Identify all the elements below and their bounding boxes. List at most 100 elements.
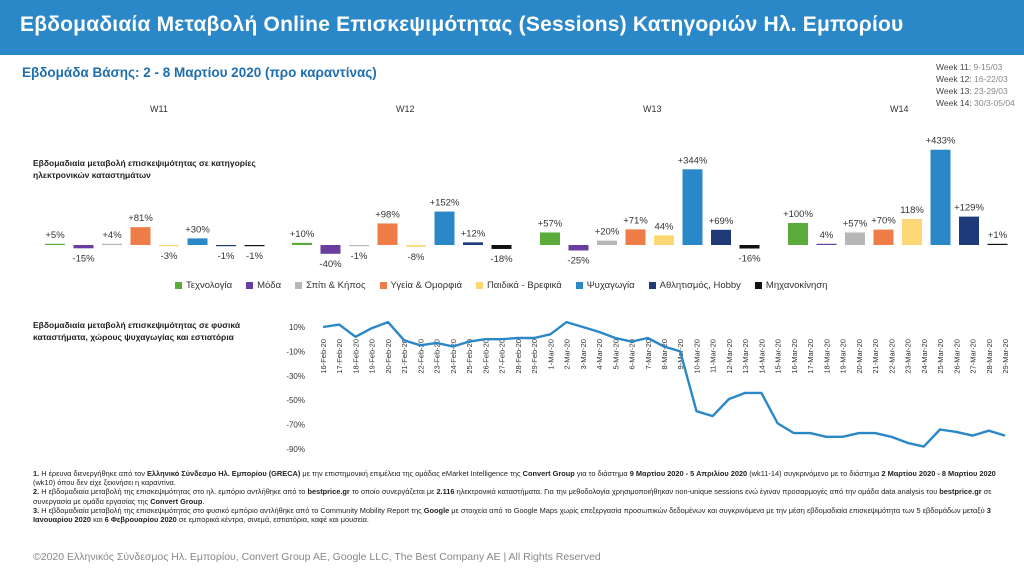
week-legend-week: Week 13: (936, 86, 972, 96)
legend-swatch (295, 282, 303, 289)
x-tick-label: 3-Mar-20 (579, 339, 588, 369)
bar-w11-4 (159, 245, 179, 247)
bar-data-label: +81% (128, 213, 153, 224)
bar-data-label: +4% (102, 230, 122, 241)
category-legend: Τεχνολογία Μόδα Σπίτι & Κήπος Υγεία & Ομορφ… (175, 280, 827, 291)
x-tick-label: 10-Mar-20 (692, 339, 701, 374)
bar-w14-1 (816, 243, 837, 245)
x-tick-label: 21-Feb-20 (400, 339, 409, 374)
legend-label: Μηχανοκίνηση (765, 280, 828, 291)
x-tick-label: 16-Feb-20 (319, 339, 328, 374)
footnote-text: 2 Μαρτίου 2020 - 8 Μαρτίου 2020 (881, 469, 996, 478)
bar-chart: +5% -15% +4% +81% -3% +30% -1% -1% +10% -40% -1% +9… (45, 136, 1008, 270)
footnote-text: 3 Ιανουαρίου 2020 (33, 505, 991, 525)
bar-data-label: +344% (678, 155, 708, 166)
bar-data-label: -1% (246, 251, 263, 262)
bar-data-label: -1% (218, 251, 235, 262)
x-tick-label: 4-Mar-20 (595, 339, 604, 369)
legend-item: Μόδα (246, 280, 281, 291)
footnote-text: και (91, 515, 105, 525)
y-tick-label: 10% (289, 323, 305, 332)
line-series (322, 320, 1006, 448)
bar-data-label: +10% (290, 229, 315, 240)
y-tick-label: -70% (286, 421, 305, 430)
x-tick-label: 24-Mar-20 (920, 339, 929, 374)
legend-swatch (648, 282, 656, 289)
legend-label: Τεχνολογία (186, 280, 233, 291)
y-tick-label: -10% (286, 347, 305, 356)
footnote-text: με την επιστημονική επιμέλεια της ομάδας… (300, 469, 523, 478)
legend-label: Αθλητισμός, Hobby (659, 280, 741, 291)
legend-label: Υγεία & Ομορφιά (390, 280, 462, 291)
footnote-text: Convert Group (522, 469, 575, 478)
bar-w11-7 (244, 245, 265, 247)
x-tick-label: 18-Mar-20 (822, 339, 831, 374)
legend-item: Μηχανοκίνηση (754, 280, 828, 291)
bar-w11-1 (73, 245, 94, 249)
footnote-text: bestprice.gr (307, 487, 350, 497)
legend-swatch (379, 282, 387, 289)
bar-chart-title: Εβδομαδιαία μεταβολή επισκεψιμότητας σε … (33, 158, 256, 180)
footnote-text: σε εμπορικά κέντρα, σινεμά, εστιατόρια, … (176, 515, 369, 525)
legend-swatch (754, 282, 762, 289)
group-label-w12: W12 (396, 104, 415, 114)
x-tick-label: 19-Feb-20 (368, 339, 377, 374)
footnote: 1. Η έρευνα διενεργήθηκε από τον Ελληνικ… (33, 469, 1013, 487)
bar-w13-1 (568, 245, 589, 251)
group-label-w11: W11 (150, 104, 168, 114)
legend-swatch (246, 282, 254, 289)
bar-w14-7 (987, 243, 1008, 245)
footnote-text: με στοιχεία από το Google Maps χωρίς επε… (449, 505, 987, 515)
x-tick-label: 15-Mar-20 (774, 339, 783, 374)
footnote-text: Ελληνικό Σύνδεσμο Ηλ. Εμπορίου (GRECA) (147, 469, 301, 478)
bar-data-label: -25% (567, 256, 590, 267)
bar-w14-2 (845, 232, 865, 245)
bar-data-label: +57% (843, 218, 868, 229)
week-legend-week: Week 12: (936, 74, 972, 84)
footnote-text: Η έρευνα διενεργήθηκε από τον (39, 469, 147, 478)
x-tick-label: 29-Mar-20 (1001, 339, 1010, 374)
line-chart: 10% -10% -30% -50% -70% -90% 16-Feb-20 17-Feb-2… (286, 320, 1010, 454)
bar-data-label: +98% (375, 209, 400, 220)
bar-data-label: +69% (709, 216, 734, 227)
footnote: 2. Η εβδομαδιαία μεταβολή της επισκεψιμό… (33, 487, 1013, 505)
bar-w14-6 (959, 216, 979, 245)
x-tick-label: 14-Mar-20 (757, 339, 766, 374)
bar-w12-3 (377, 223, 398, 245)
week-legend-item: Week 11: 9-15/03 (936, 61, 1015, 73)
x-tick-label: 25-Feb-20 (465, 339, 474, 374)
bar-w11-5 (187, 238, 208, 245)
bar-w12-5 (434, 211, 455, 245)
bar-w14-4 (902, 219, 922, 245)
y-tick-label: -50% (286, 396, 305, 405)
line-chart-title: Εβδομαδιαία μεταβολή επισκεψιμότητας σε … (33, 320, 241, 342)
legend-item: Σπίτι & Κήπος (295, 280, 366, 291)
x-tick-label: 6-Mar-20 (628, 339, 637, 369)
y-tick-label: -30% (286, 372, 305, 381)
x-tick-label: 28-Mar-20 (985, 339, 994, 374)
x-tick-label: 12-Mar-20 (725, 339, 734, 374)
x-tick-label: 20-Mar-20 (855, 339, 864, 374)
bar-data-label: +12% (461, 228, 486, 239)
bar-data-label: +5% (45, 230, 65, 241)
bar-data-label: +433% (926, 136, 956, 147)
bar-w12-1 (320, 245, 341, 254)
x-tick-label: 18-Feb-20 (351, 339, 360, 374)
bar-w14-3 (873, 229, 894, 245)
bar-data-label: -16% (738, 254, 761, 265)
x-tick-label: 28-Feb-20 (514, 339, 523, 374)
week-legend-week: Week 14: (936, 98, 972, 108)
footnote-number: 2. (33, 487, 40, 497)
legend-label: Σπίτι & Κήπος (306, 280, 366, 291)
footnote-text: Convert Group (150, 496, 203, 506)
x-tick-label: 26-Mar-20 (952, 339, 961, 374)
legend-item: Τεχνολογία (175, 280, 232, 291)
x-tick-label: 23-Mar-20 (904, 339, 913, 374)
week-legend-item: Week 13: 23-29/03 (936, 85, 1015, 97)
footnote-text: Η εβδομαδιαία μεταβολή της επισκεψιμότητ… (39, 505, 424, 515)
x-tick-label: 19-Mar-20 (839, 339, 848, 374)
bar-data-label: -15% (72, 253, 95, 264)
x-tick-label: 22-Feb-20 (416, 339, 425, 374)
bar-data-label: +20% (595, 227, 620, 238)
bar-data-label: 4% (820, 230, 834, 241)
